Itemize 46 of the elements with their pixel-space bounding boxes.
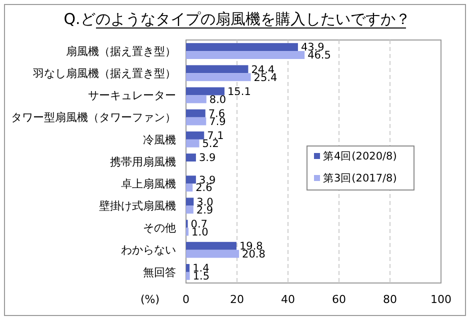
bar: [186, 131, 204, 140]
bar: [186, 154, 196, 162]
x-tick-label: 80: [383, 293, 397, 306]
x-tick-label: 60: [332, 293, 346, 306]
bar: [186, 198, 194, 206]
bar: [186, 264, 190, 272]
bar: [186, 87, 225, 96]
x-axis-title: (%): [140, 293, 160, 306]
y-tick-label: 壁掛け式扇風機: [99, 200, 176, 213]
y-tick-label: 冷風機: [143, 133, 176, 146]
legend-label: 第4回(2020/8): [323, 150, 397, 163]
data-label: 3.9: [198, 152, 216, 164]
bar: [186, 242, 236, 250]
bar: [186, 73, 251, 82]
y-tick-label: 羽なし扇風機（据え置き型）: [33, 66, 176, 80]
bar: [186, 51, 305, 59]
bar: [186, 139, 200, 148]
bar: [186, 109, 206, 118]
bar: [186, 250, 240, 258]
y-tick-label: 卓上扇風機: [121, 177, 176, 190]
legend-label: 第3回(2017/8): [323, 172, 397, 185]
y-tick-label: 扇風機（据え置き型）: [66, 44, 176, 58]
data-label: 2.9: [196, 204, 214, 216]
x-tick-label: 0: [182, 293, 190, 306]
bar: [186, 272, 190, 280]
x-tick-label: 40: [281, 293, 295, 306]
y-tick-label: サーキュレーター: [88, 89, 176, 102]
chart-title: Q.どのようなタイプの扇風機を購入したいですか？: [64, 10, 410, 28]
bar: [186, 228, 189, 236]
x-tick-label: 100: [430, 293, 452, 306]
bar: [186, 117, 206, 126]
x-tick-label: 20: [230, 293, 244, 306]
bar: [186, 65, 248, 74]
y-tick-label: わからない: [121, 244, 176, 257]
bar: [186, 206, 194, 214]
data-label: 15.1: [228, 86, 251, 98]
bar: [186, 176, 196, 184]
y-tick-label: 無回答: [143, 266, 176, 279]
bar: [186, 43, 298, 52]
y-tick-label: 携帯用扇風機: [110, 155, 176, 168]
data-label: 1.0: [192, 226, 208, 238]
data-label: 8.0: [209, 94, 226, 106]
bar: [186, 95, 206, 104]
bar: [186, 184, 193, 192]
y-tick-label: その他: [143, 222, 176, 235]
y-tick-label: タワー型扇風機（タワーファン）: [11, 111, 176, 124]
